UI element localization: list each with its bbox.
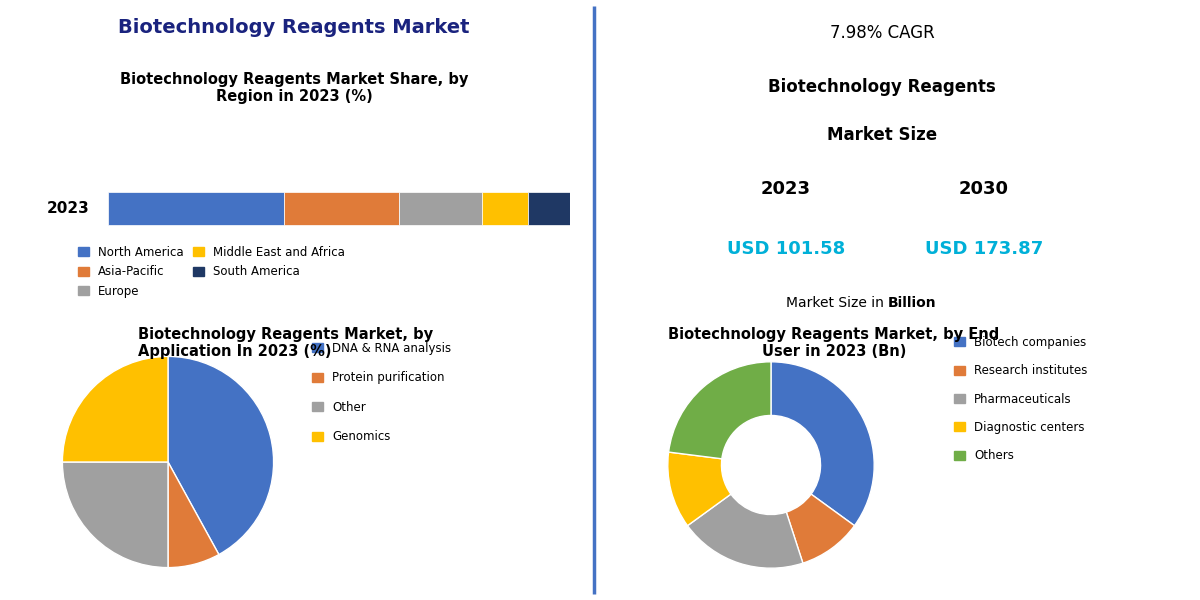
Wedge shape [668, 452, 731, 526]
Text: Biotechnology Reagents: Biotechnology Reagents [768, 78, 996, 96]
Wedge shape [668, 362, 772, 459]
Wedge shape [168, 462, 218, 568]
Legend: DNA & RNA analysis, Protein purification, Other, Genomics: DNA & RNA analysis, Protein purification… [312, 342, 451, 443]
Wedge shape [168, 356, 274, 554]
Bar [482, 191, 528, 226]
Text: USD 101.58: USD 101.58 [727, 240, 845, 258]
Wedge shape [688, 494, 803, 568]
Text: Market Size in: Market Size in [786, 296, 888, 310]
Text: 2023: 2023 [761, 180, 811, 198]
Text: Market Size: Market Size [827, 126, 937, 144]
Legend: North America, Asia-Pacific, Europe, Middle East and Africa, South America: North America, Asia-Pacific, Europe, Mid… [78, 246, 344, 298]
Text: Biotechnology Reagents Market, by End
User in 2023 (Bn): Biotechnology Reagents Market, by End Us… [668, 327, 1000, 359]
Bar [283, 191, 400, 226]
Wedge shape [770, 362, 874, 526]
Bar [400, 191, 482, 226]
Wedge shape [786, 494, 854, 563]
Text: 2023: 2023 [47, 200, 90, 215]
Text: 2030: 2030 [959, 180, 1009, 198]
Text: Biotechnology Reagents Market Share, by
Region in 2023 (%): Biotechnology Reagents Market Share, by … [120, 72, 468, 104]
Text: 7.98% CAGR: 7.98% CAGR [829, 24, 935, 42]
Wedge shape [62, 462, 168, 568]
Text: Biotechnology Reagents Market, by
Application In 2023 (%): Biotechnology Reagents Market, by Applic… [138, 327, 433, 359]
Wedge shape [62, 356, 168, 462]
Legend: Biotech companies, Research institutes, Pharmaceuticals, Diagnostic centers, Oth: Biotech companies, Research institutes, … [954, 336, 1087, 462]
Bar [528, 191, 570, 226]
Text: USD 173.87: USD 173.87 [925, 240, 1043, 258]
Text: Billion: Billion [888, 296, 937, 310]
Bar [108, 191, 283, 226]
Text: Biotechnology Reagents Market: Biotechnology Reagents Market [119, 18, 469, 37]
